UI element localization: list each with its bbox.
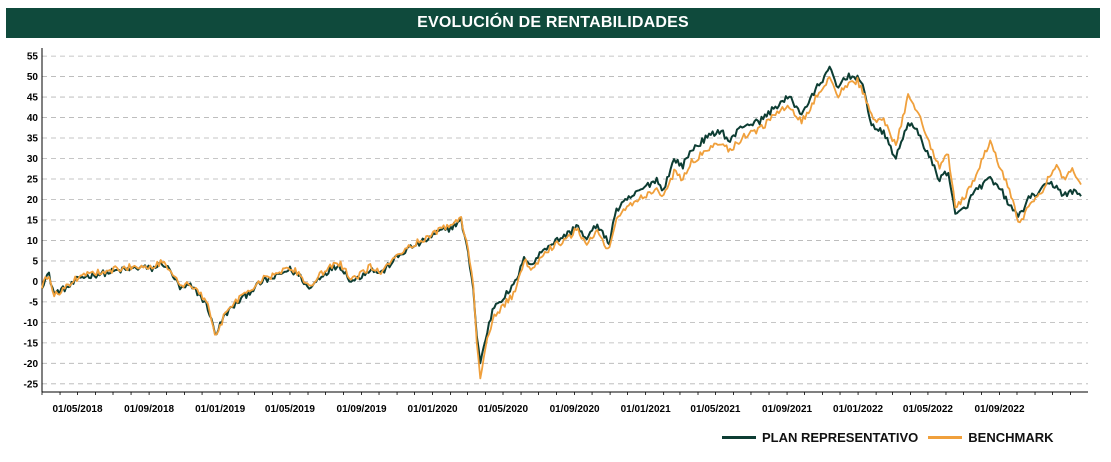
- x-tick-label: 01/09/2019: [337, 404, 387, 415]
- y-tick-label: 40: [27, 113, 39, 124]
- series-lines: [41, 65, 1082, 380]
- y-tick-label: -15: [24, 338, 39, 349]
- y-tick-label: 35: [27, 134, 39, 145]
- y-tick-label: 50: [27, 72, 39, 83]
- x-tick-label: 01/05/2021: [690, 404, 740, 415]
- x-tick-label: 01/09/2021: [762, 404, 812, 415]
- x-tick-label: 01/01/2021: [621, 404, 671, 415]
- legend-item-benchmark[interactable]: BENCHMARK: [928, 430, 1053, 445]
- axes: 5550454035302520151050-5-10-15-20-2501/0…: [24, 48, 1088, 415]
- x-tick-label: 01/01/2019: [195, 404, 245, 415]
- chart-title-bar: EVOLUCIÓN DE RENTABILIDADES: [6, 8, 1100, 38]
- x-tick-label: 01/01/2022: [833, 404, 883, 415]
- x-tick-label: 01/09/2018: [124, 404, 174, 415]
- series-line-plan-representativo: [41, 65, 1082, 365]
- x-tick-label: 01/05/2020: [478, 404, 528, 415]
- series-line-benchmark: [41, 76, 1082, 380]
- x-tick-label: 01/05/2022: [903, 404, 953, 415]
- y-tick-label: 55: [27, 52, 39, 63]
- y-tick-label: -10: [24, 318, 39, 329]
- y-tick-label: -5: [29, 297, 38, 308]
- y-tick-label: -25: [24, 379, 39, 390]
- legend-label-plan: PLAN REPRESENTATIVO: [762, 430, 919, 445]
- x-tick-label: 01/05/2019: [265, 404, 315, 415]
- legend-swatch-benchmark: [928, 436, 963, 439]
- x-tick-label: 01/01/2020: [408, 404, 458, 415]
- x-tick-label: 01/09/2020: [550, 404, 600, 415]
- y-tick-label: 30: [27, 154, 39, 165]
- chart-legend: PLAN REPRESENTATIVO BENCHMARK: [722, 430, 1053, 445]
- y-tick-label: 45: [27, 93, 39, 104]
- grid-lines: [42, 55, 1088, 385]
- chart-title: EVOLUCIÓN DE RENTABILIDADES: [417, 14, 689, 31]
- legend-item-plan[interactable]: PLAN REPRESENTATIVO: [722, 430, 918, 445]
- x-tick-label: 01/09/2022: [974, 404, 1024, 415]
- y-tick-label: -20: [24, 359, 39, 370]
- y-tick-label: 25: [27, 174, 39, 185]
- y-tick-label: 10: [27, 236, 39, 247]
- y-tick-label: 5: [32, 256, 38, 267]
- legend-label-benchmark: BENCHMARK: [968, 430, 1054, 445]
- y-tick-label: 20: [27, 195, 39, 206]
- legend-swatch-plan: [722, 436, 756, 439]
- y-tick-label: 15: [27, 215, 39, 226]
- y-tick-label: 0: [32, 277, 38, 288]
- x-tick-label: 01/05/2018: [52, 404, 102, 415]
